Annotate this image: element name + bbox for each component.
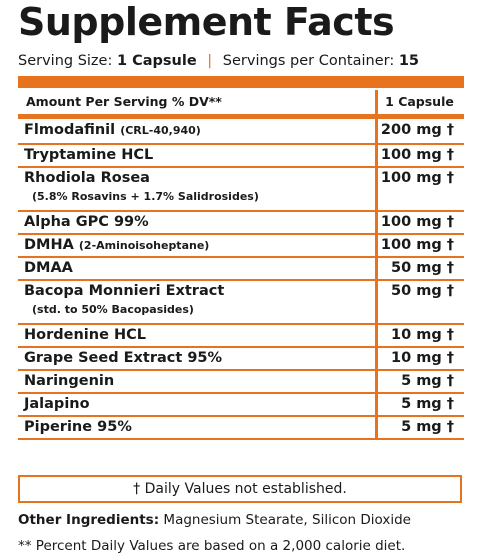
ingredient-amount: 200 mg † <box>380 122 454 138</box>
ingredient-detail: (2-Aminoisoheptane) <box>78 239 210 252</box>
ingredient-name-text: Bacopa Monnieri Extract <box>24 283 225 299</box>
ingredient-name: DMHA (2-Aminoisoheptane) <box>24 237 209 253</box>
ingredient-amount: 5 mg † <box>401 396 454 412</box>
ingredient-name-text: DMHA <box>24 237 74 253</box>
ingredient-name-text: Alpha GPC 99% <box>24 214 149 230</box>
column-divider <box>375 90 378 438</box>
ingredient-name: Flmodafinil (CRL-40,940) <box>24 122 201 138</box>
table-bottom-rule <box>18 438 464 440</box>
ingredient-amount: 5 mg † <box>401 373 454 389</box>
table-row: Piperine 95% 5 mg † <box>18 415 464 440</box>
ingredient-name-text: DMAA <box>24 260 73 276</box>
ingredient-name: Tryptamine HCL <box>24 147 153 163</box>
ingredient-name-text: Piperine 95% <box>24 419 132 435</box>
ingredient-amount: 5 mg † <box>401 419 454 435</box>
ingredient-subtext: (std. to 50% Bacopasides) <box>32 303 194 316</box>
ingredient-name: Naringenin <box>24 373 114 389</box>
servings-per-container-label: Servings per Container: <box>222 53 395 69</box>
table-row: Bacopa Monnieri Extract (std. to 50% Baco… <box>18 279 464 325</box>
ingredient-amount: 10 mg † <box>390 350 454 366</box>
table-row: Grape Seed Extract 95% 10 mg † <box>18 346 464 371</box>
table-row: Rhodiola Rosea (5.8% Rosavins + 1.7% Sali… <box>18 166 464 212</box>
serving-info: Serving Size: 1 Capsule | Servings per C… <box>18 52 463 70</box>
ingredient-name: Alpha GPC 99% <box>24 214 149 230</box>
servings-per-container-value: 15 <box>398 53 420 69</box>
table-row: Tryptamine HCL 100 mg † <box>18 143 464 168</box>
table-row: Jalapino 5 mg † <box>18 392 464 417</box>
ingredient-amount: 50 mg † <box>390 283 454 299</box>
ingredient-subtext: (5.8% Rosavins + 1.7% Salidrosides) <box>32 190 259 203</box>
ingredient-name: Jalapino <box>24 396 90 412</box>
header-bottom-bar <box>18 114 464 119</box>
ingredient-name: Grape Seed Extract 95% <box>24 350 222 366</box>
serving-size-label: Serving Size: <box>18 53 113 69</box>
ingredient-name-text: Hordenine HCL <box>24 327 146 343</box>
table-row: DMAA 50 mg † <box>18 256 464 281</box>
other-ingredients-value: Magnesium Stearate, Silicon Dioxide <box>163 512 411 528</box>
ingredient-amount: 100 mg † <box>380 237 454 253</box>
ingredient-amount: 100 mg † <box>380 214 454 230</box>
ingredient-name-text: Naringenin <box>24 373 115 389</box>
serving-size-value: 1 Capsule <box>116 53 197 69</box>
ingredient-name-text: Jalapino <box>24 396 90 412</box>
ingredient-amount: 50 mg † <box>390 260 454 276</box>
ingredient-amount: 10 mg † <box>390 327 454 343</box>
ingredient-name: Hordenine HCL <box>24 327 146 343</box>
ingredient-name-text: Rhodiola Rosea <box>24 170 150 186</box>
ingredient-name: Piperine 95% <box>24 419 132 435</box>
table-row: Hordenine HCL 10 mg † <box>18 323 464 348</box>
daily-values-note: † Daily Values not established. <box>18 475 462 503</box>
ingredient-amount: 100 mg † <box>380 147 454 163</box>
serving-separator: | <box>207 53 213 69</box>
header-per-capsule: 1 Capsule <box>385 94 454 109</box>
page-title: Supplement Facts <box>18 0 395 44</box>
ingredient-amount: 100 mg † <box>380 170 454 186</box>
footnote: ** Percent Daily Values are based on a 2… <box>18 538 406 554</box>
ingredient-name: DMAA <box>24 260 73 276</box>
ingredient-name-text: Tryptamine HCL <box>24 147 154 163</box>
table-header: Amount Per Serving % DV** 1 Capsule <box>18 90 464 114</box>
ingredient-name: Rhodiola Rosea <box>24 170 150 186</box>
header-amount-per-serving: Amount Per Serving % DV** <box>26 94 222 109</box>
ingredient-name: Bacopa Monnieri Extract <box>24 283 224 299</box>
ingredient-name-text: Grape Seed Extract 95% <box>24 350 223 366</box>
table-row: Alpha GPC 99% 100 mg † <box>18 210 464 235</box>
table-row: Flmodafinil (CRL-40,940) 200 mg † <box>18 120 464 143</box>
table-row: DMHA (2-Aminoisoheptane) 100 mg † <box>18 233 464 258</box>
ingredient-detail: (CRL-40,940) <box>120 124 201 137</box>
top-thick-bar <box>18 76 464 88</box>
other-ingredients: Other Ingredients: Magnesium Stearate, S… <box>18 512 464 528</box>
table-row: Naringenin 5 mg † <box>18 369 464 394</box>
other-ingredients-label: Other Ingredients: <box>18 512 160 528</box>
ingredient-name-text: Flmodafinil <box>24 122 116 138</box>
